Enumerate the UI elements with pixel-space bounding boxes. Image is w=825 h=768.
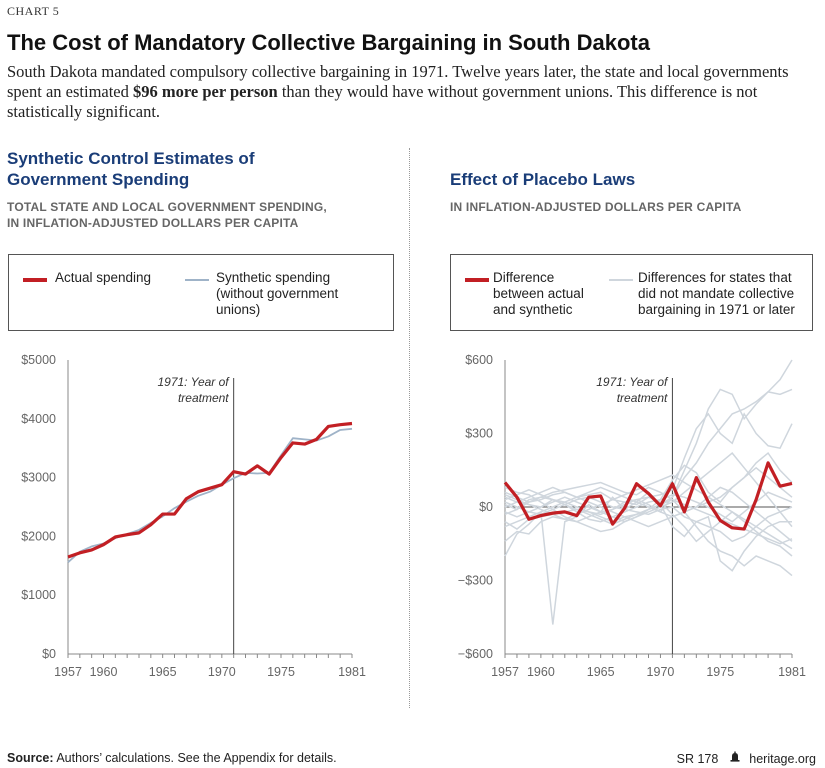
left-panel-subtitle-line1: TOTAL STATE AND LOCAL GOVERNMENT SPENDIN… [7, 200, 327, 214]
left-legend: Actual spending Synthetic spending (with… [8, 254, 394, 331]
intro-highlight: $96 more per person [133, 82, 278, 101]
x-tick-label: 1975 [706, 665, 734, 679]
x-tick-label: 1970 [208, 665, 236, 679]
legend-placebo-line1: Differences for states that [638, 270, 792, 285]
legend-placebo: Differences for states that did not mand… [638, 270, 795, 318]
intro-text-start: South Dakota mandated compulsory collect… [7, 62, 789, 101]
legend-difference-line2: between actual [493, 286, 584, 301]
treatment-label-line2: treatment [178, 391, 229, 405]
y-tick-label: $2000 [21, 529, 56, 543]
left-panel-subtitle-line2: IN INFLATION-ADJUSTED DOLLARS PER CAPITA [7, 216, 299, 230]
right-legend: Difference between actual and synthetic … [450, 254, 813, 331]
legend-difference-line3: and synthetic [493, 302, 573, 317]
x-tick-label: 1981 [338, 665, 366, 679]
placebo-swatch [609, 279, 633, 281]
panel-divider [409, 148, 410, 708]
synthetic-spending-swatch [185, 279, 209, 281]
legend-synthetic-line1: Synthetic spending [216, 270, 331, 285]
x-tick-label: 1957 [491, 665, 519, 679]
placebo-state-line [504, 481, 793, 577]
x-tick-label: 1965 [587, 665, 615, 679]
left-panel-subtitle: TOTAL STATE AND LOCAL GOVERNMENT SPENDIN… [7, 199, 327, 231]
actual-series-line [67, 421, 353, 559]
source-note: Source: Authors’ calculations. See the A… [7, 751, 337, 765]
source-label: Source: [7, 751, 54, 765]
left-panel-title-line2: Government Spending [7, 170, 190, 189]
intro-text-end: than they would have without government … [7, 82, 758, 121]
x-tick-label: 1981 [778, 665, 806, 679]
footer-report: SR 178 heritage.org [677, 751, 816, 766]
legend-actual-spending: Actual spending [55, 270, 152, 285]
actual-series-line [503, 461, 793, 531]
y-tick-label: $1000 [21, 588, 56, 602]
report-id: SR 178 [676, 752, 719, 766]
left-line-chart: $0 $1000 $2000 $3000 $4000 $5000 1957 1960 1965 1… [21, 353, 366, 679]
placebo-state-line [504, 466, 793, 528]
y-tick-label: $5000 [21, 353, 56, 367]
placebo-state-line [504, 452, 793, 528]
difference-swatch [465, 278, 489, 282]
legend-placebo-line2: did not mandate collective [638, 286, 795, 301]
y-tick-label: $3000 [21, 471, 56, 485]
legend-synthetic-line2: (without government [216, 286, 339, 301]
right-line-chart: −$600 −$300 $0 $300 $600 1957 1960 1965 1970 1975… [458, 353, 806, 679]
x-tick-label: 1965 [149, 665, 177, 679]
legend-difference-line1: Difference [493, 270, 555, 285]
left-panel-title-line1: Synthetic Control Estimates of [7, 149, 255, 168]
x-tick-label: 1960 [90, 665, 118, 679]
x-tick-label: 1957 [54, 665, 82, 679]
chart-title: The Cost of Mandatory Collective Bargain… [7, 30, 650, 55]
treatment-label-line2: treatment [617, 391, 668, 405]
x-tick-label: 1960 [527, 665, 555, 679]
legend-placebo-line3: bargaining in 1971 or later [638, 302, 795, 317]
y-tick-label: −$600 [458, 647, 493, 661]
placebo-state-line [504, 412, 793, 506]
x-tick-label: 1975 [267, 665, 295, 679]
y-tick-label: $0 [42, 647, 56, 661]
intro-paragraph: South Dakota mandated compulsory collect… [7, 62, 807, 122]
treatment-label-line1: 1971: Year of [157, 375, 230, 389]
placebo-state-line [504, 486, 793, 542]
legend-difference: Difference between actual and synthetic [493, 270, 584, 318]
y-tick-label: $600 [465, 353, 493, 367]
legend-synthetic-spending: Synthetic spending (without government u… [216, 270, 338, 318]
legend-synthetic-line3: unions) [216, 302, 261, 317]
x-tick-label: 1970 [647, 665, 675, 679]
synthetic-series-line [67, 427, 353, 563]
heritage-bell-icon [729, 751, 741, 766]
y-tick-label: −$300 [458, 574, 493, 588]
chart-number-label: CHART 5 [7, 4, 60, 18]
right-panel-subtitle: IN INFLATION-ADJUSTED DOLLARS PER CAPITA [450, 200, 742, 214]
left-panel-title: Synthetic Control Estimates of Governmen… [7, 148, 254, 190]
y-tick-label: $300 [465, 427, 493, 441]
site-link[interactable]: heritage.org [749, 752, 816, 766]
placebo-state-line [504, 496, 793, 543]
source-text: Authors’ calculations. See the Appendix … [53, 751, 337, 765]
y-tick-label: $4000 [21, 412, 56, 426]
actual-spending-swatch [23, 278, 47, 282]
y-tick-label: $0 [479, 500, 493, 514]
right-panel-title: Effect of Placebo Laws [450, 170, 636, 189]
treatment-label-line1: 1971: Year of [596, 375, 669, 389]
